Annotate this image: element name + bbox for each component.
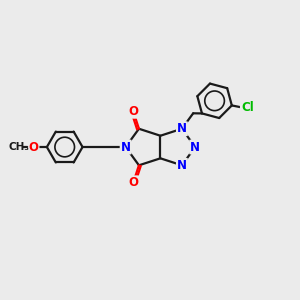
Text: Cl: Cl bbox=[241, 101, 253, 114]
Text: N: N bbox=[177, 122, 187, 135]
Text: O: O bbox=[128, 105, 138, 118]
Text: O: O bbox=[128, 176, 138, 189]
Text: O: O bbox=[28, 140, 38, 154]
Text: N: N bbox=[121, 140, 130, 154]
Text: CH₃: CH₃ bbox=[9, 142, 30, 152]
Text: N: N bbox=[190, 140, 200, 154]
Text: N: N bbox=[177, 159, 187, 172]
